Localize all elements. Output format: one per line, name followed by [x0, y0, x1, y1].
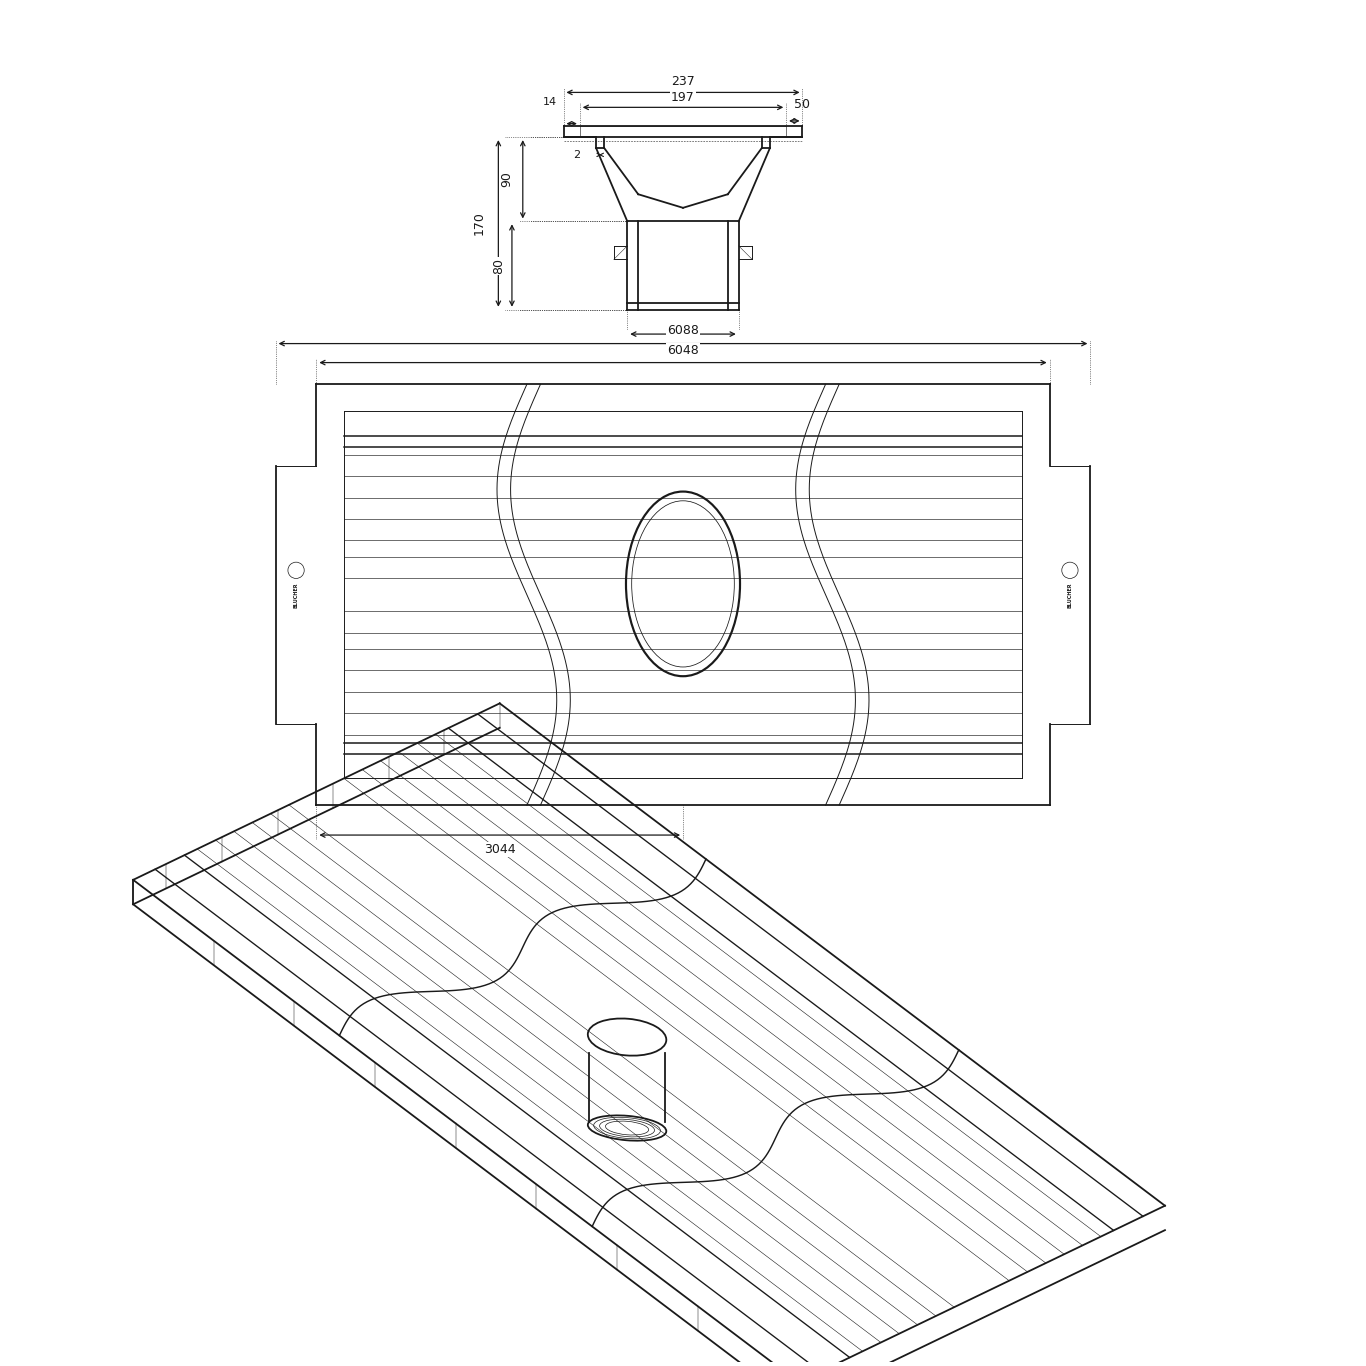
- Text: Ø160: Ø160: [667, 344, 699, 357]
- Text: 90: 90: [500, 171, 514, 187]
- Text: BLUCHER: BLUCHER: [294, 582, 299, 608]
- Text: 6048: 6048: [667, 344, 699, 357]
- Text: 170: 170: [473, 212, 486, 235]
- Text: 6088: 6088: [667, 324, 699, 336]
- Text: 237: 237: [671, 75, 695, 87]
- Text: 80: 80: [492, 258, 505, 273]
- Text: 50: 50: [795, 98, 810, 111]
- Text: 2: 2: [572, 150, 579, 160]
- Text: 3044: 3044: [484, 843, 515, 856]
- Text: 197: 197: [671, 92, 695, 104]
- Text: BLUCHER: BLUCHER: [1067, 582, 1072, 608]
- Text: 14: 14: [542, 97, 557, 107]
